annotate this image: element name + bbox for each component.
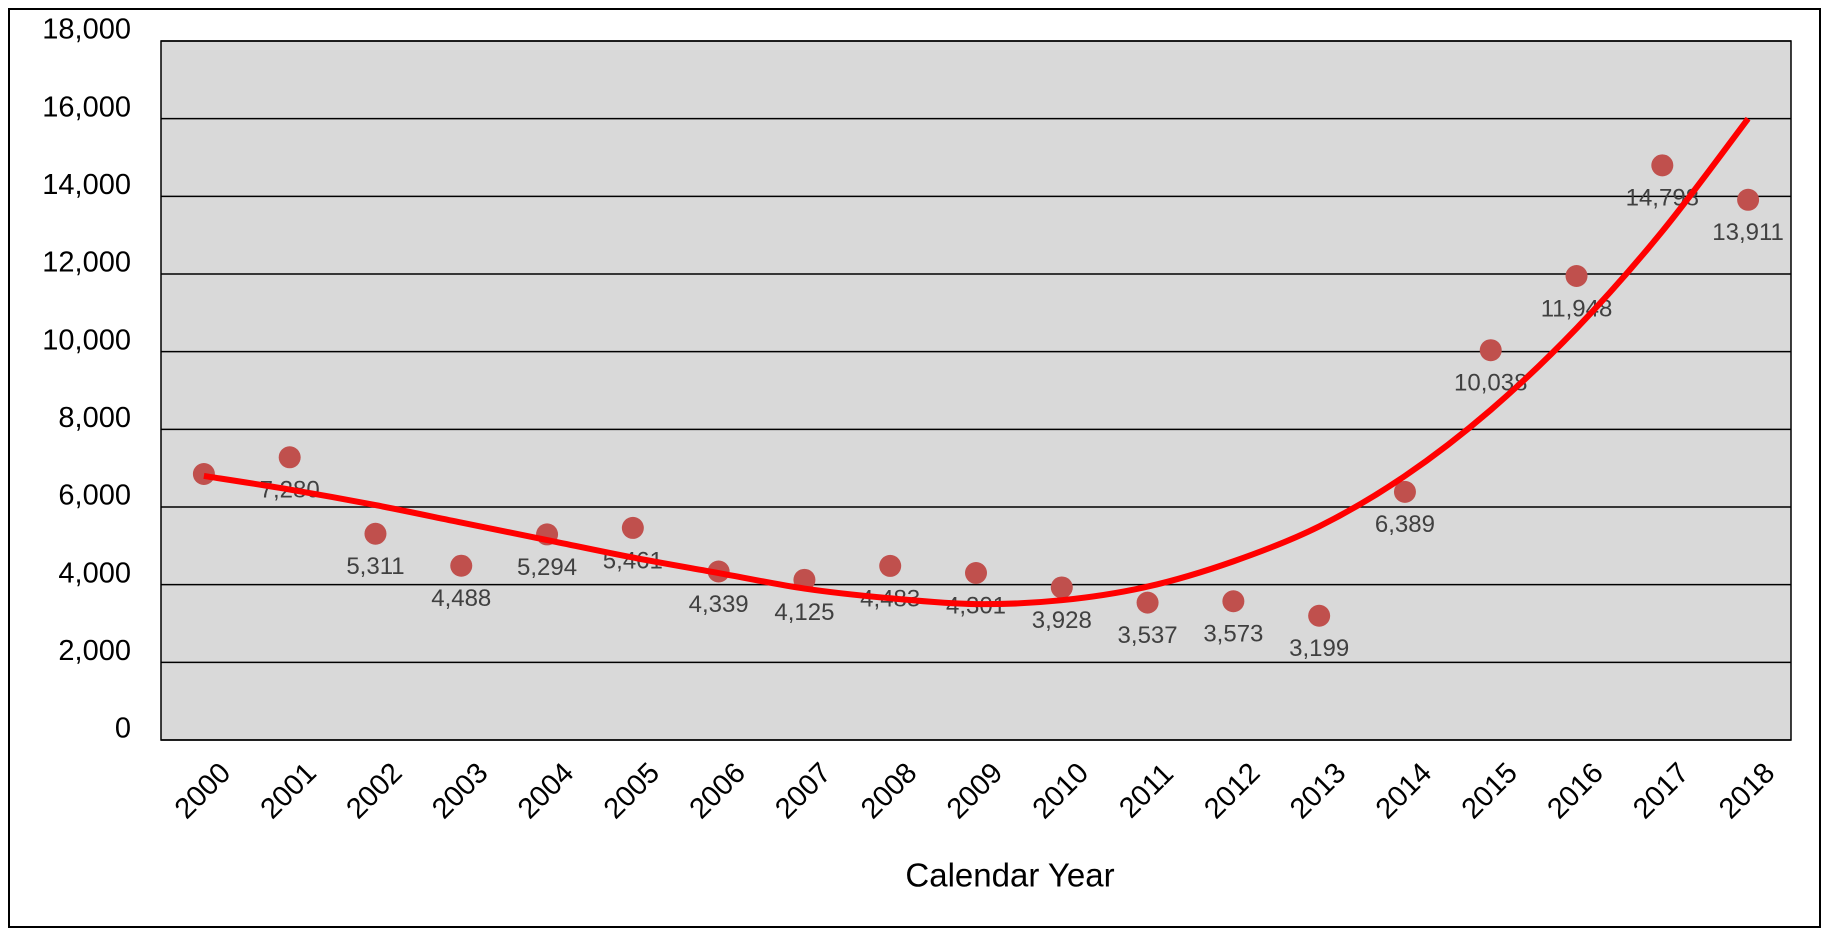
y-tick-label: 10,000 xyxy=(42,324,131,356)
data-point xyxy=(1479,339,1502,362)
data-point xyxy=(1308,604,1331,627)
y-tick-label: 4,000 xyxy=(58,557,131,589)
data-label: 5,294 xyxy=(517,554,577,581)
y-tick-label: 8,000 xyxy=(58,402,131,434)
data-point xyxy=(1565,265,1588,288)
data-label: 5,311 xyxy=(346,553,404,580)
data-label: 6,389 xyxy=(1375,511,1435,538)
data-point xyxy=(450,554,473,577)
data-point xyxy=(1050,576,1073,599)
x-axis-title: Calendar Year xyxy=(905,857,1114,894)
data-point xyxy=(364,522,387,545)
data-point xyxy=(879,554,902,577)
y-tick-label: 18,000 xyxy=(42,14,131,46)
data-point xyxy=(1222,590,1245,613)
data-point xyxy=(1136,591,1159,614)
data-label: 4,125 xyxy=(774,599,834,626)
data-point xyxy=(621,516,644,539)
y-tick-label: 2,000 xyxy=(58,635,131,667)
data-point xyxy=(278,446,301,469)
data-label: 3,537 xyxy=(1118,622,1178,649)
y-tick-label: 6,000 xyxy=(58,480,131,512)
data-point xyxy=(192,462,215,485)
data-label: 3,199 xyxy=(1289,635,1349,662)
y-tick-label: 14,000 xyxy=(42,169,131,201)
data-label: 10,038 xyxy=(1454,370,1527,397)
y-tick-label: 16,000 xyxy=(42,91,131,123)
data-label: 4,488 xyxy=(431,585,491,612)
data-point xyxy=(1393,480,1416,503)
y-tick-label: 0 xyxy=(115,713,131,745)
data-point xyxy=(965,561,987,584)
plot-area xyxy=(160,40,1792,741)
trend-line xyxy=(203,116,1751,608)
data-label: 3,928 xyxy=(1032,607,1092,634)
data-point xyxy=(1651,154,1674,177)
data-label: 13,911 xyxy=(1712,219,1784,246)
data-label: 3,573 xyxy=(1203,621,1263,648)
y-tick-label: 12,000 xyxy=(42,247,131,279)
data-label: 4,339 xyxy=(689,591,749,618)
data-point xyxy=(1737,188,1760,211)
